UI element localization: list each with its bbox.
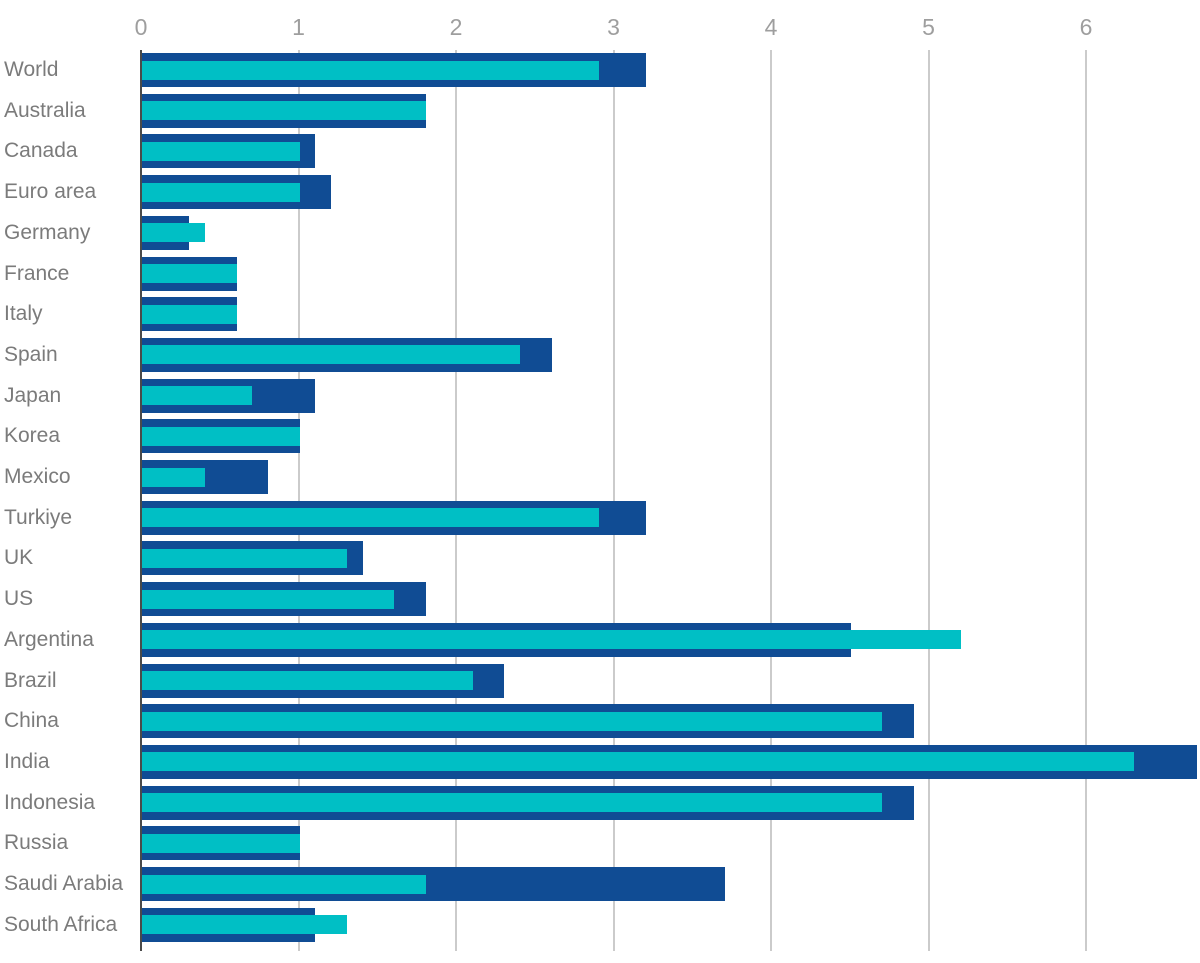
inner-bar <box>142 589 394 609</box>
inner-bar <box>142 426 300 446</box>
inner-bar <box>142 793 883 813</box>
vertical-gridline <box>1085 50 1087 951</box>
inner-bar <box>142 671 473 690</box>
category-label: Mexico <box>4 465 71 488</box>
category-label: South Africa <box>4 912 118 936</box>
vertical-gridline <box>455 50 457 951</box>
category-label: China <box>4 709 59 733</box>
inner-bar <box>142 467 205 487</box>
x-axis-tick-label: 2 <box>449 14 463 40</box>
x-axis-tick-label: 3 <box>607 14 620 40</box>
y-axis-baseline <box>140 50 142 951</box>
inner-bar <box>142 508 599 528</box>
inner-bar <box>142 915 347 935</box>
vertical-gridline <box>297 50 300 951</box>
category-label: Spain <box>4 342 58 366</box>
x-axis-tick-label: 0 <box>134 14 148 40</box>
inner-bar <box>142 833 300 853</box>
category-label: Turkiye <box>4 505 73 529</box>
x-axis-tick-label: 6 <box>1079 14 1093 40</box>
inner-bar <box>142 752 1135 772</box>
vertical-gridline <box>612 50 615 951</box>
inner-bar <box>142 630 961 650</box>
inner-bar <box>142 141 300 161</box>
inner-bar <box>142 874 426 894</box>
category-label: Korea <box>4 424 61 448</box>
category-label: Saudi Arabia <box>4 872 124 895</box>
category-label: US <box>4 587 34 611</box>
vertical-gridline <box>927 50 930 951</box>
category-label: Argentina <box>4 627 94 651</box>
x-axis-tick-label: 1 <box>292 14 305 40</box>
category-label: Italy <box>4 302 43 326</box>
category-label: World <box>4 58 59 81</box>
category-label: UK <box>4 546 34 570</box>
x-axis-tick-label: 4 <box>764 14 778 40</box>
x-axis-tick-label: 5 <box>922 14 935 40</box>
category-label: Brazil <box>4 668 57 692</box>
category-label: Australia <box>4 98 86 122</box>
category-label: Euro area <box>4 180 97 204</box>
inner-bar <box>142 264 237 283</box>
category-label: Japan <box>4 383 62 407</box>
category-label: Germany <box>4 220 91 244</box>
category-label: India <box>4 749 50 773</box>
category-label: Canada <box>4 139 78 163</box>
inner-bar <box>142 223 205 243</box>
inner-bar <box>142 182 300 202</box>
inner-bar <box>142 304 237 324</box>
category-label: Russia <box>4 831 69 855</box>
inner-bar <box>142 60 599 80</box>
inner-bar <box>142 345 520 365</box>
category-label: Indonesia <box>4 790 96 814</box>
category-label: France <box>4 261 70 285</box>
inner-bar <box>142 101 426 121</box>
inner-bar <box>142 711 883 731</box>
inner-bar <box>142 386 253 406</box>
vertical-gridline <box>770 50 772 951</box>
inner-bar <box>142 548 347 568</box>
